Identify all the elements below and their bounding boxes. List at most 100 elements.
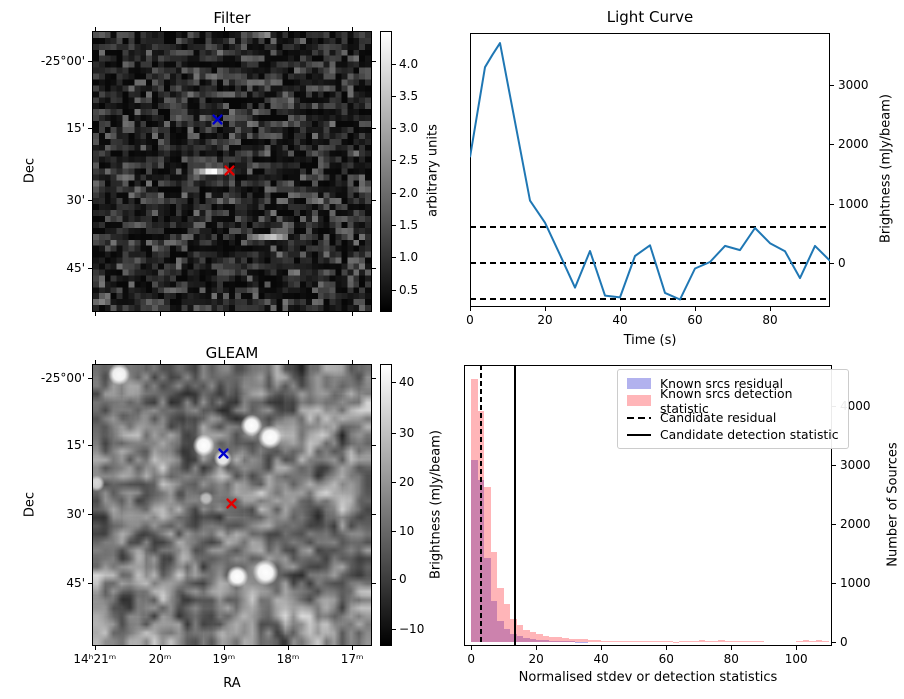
legend-line-sample [627,416,651,419]
time-tick-label: 20 [537,313,553,327]
detection-bar [796,640,803,642]
axis-tick [620,307,621,311]
threshold-line [470,262,830,265]
lightcurve-ylabel: Brightness (mJy/beam) [878,94,894,243]
axis-tick [94,646,96,650]
detection-bar [510,618,517,642]
detection-bar [614,640,621,642]
axis-tick [88,583,92,585]
ra-tick-label: 19ᵐ [212,652,236,666]
axis-tick [832,582,836,584]
detection-bar [523,629,530,642]
stat-tick-label: 40 [593,652,609,666]
axis-tick [288,646,289,650]
axis-tick [832,464,836,466]
detection-bar [581,639,589,642]
colorbar-tick-label: 10 [399,523,415,538]
threshold-line [470,297,830,300]
detection-bar [627,641,634,642]
colorbar-tick-label: 3.0 [399,120,419,135]
detection-bar [549,636,556,642]
axis-tick [94,27,96,31]
detection-bar [822,640,829,642]
axis-tick [392,289,396,291]
axis-tick [830,84,834,86]
legend-item: Candidate residual [627,409,839,426]
ra-tick-label: 17ᵐ [340,652,364,666]
axis-tick [160,360,162,364]
x-marker [226,498,237,509]
lightcurve-plot[interactable] [470,33,830,307]
filter-colorbar-label: arbitrary units [425,124,441,217]
detection-bar [601,640,608,642]
axis-tick [88,199,92,201]
axis-tick [223,646,225,650]
histogram-ylabel: Number of Sources [885,442,901,567]
axis-tick [471,646,473,650]
dec-tick-label: 15' [66,437,85,452]
dec-tick-label: 45' [66,261,85,276]
colorbar-tick-label: 4.0 [399,57,419,72]
legend-item: Known srcs detection statistic [627,386,839,416]
colorbar-tick-label: 1.0 [399,250,419,265]
residual-bar [516,635,524,642]
detection-bar [503,604,511,642]
axis-tick [160,646,162,650]
filter-colorbar [380,31,392,312]
colorbar-tick-label: 40 [399,375,415,390]
axis-tick [392,382,396,384]
detection-bar [490,552,498,642]
sources-tick-label: 0 [840,634,848,649]
time-tick-label: 80 [762,313,778,327]
histogram-xlabel: Normalised stdev or detection statistics [518,670,778,685]
lightcurve-line [470,42,830,301]
detection-bar [640,641,647,642]
detection-bar [516,625,524,642]
detection-bar [737,640,745,642]
axis-tick [601,646,603,650]
detection-bar [711,641,719,642]
axis-tick [372,199,376,201]
residual-bar [510,633,517,642]
axis-tick [94,360,96,364]
detection-bar [698,640,706,642]
dec-tick-label: 15' [66,120,85,135]
colorbar-tick-label: 30 [399,426,415,441]
axis-tick [392,433,396,435]
detection-bar [757,641,764,642]
axis-tick [832,523,836,525]
detection-bar [620,641,628,642]
detection-bar [718,640,725,642]
residual-bar [555,641,563,642]
stat-tick-label: 20 [528,652,544,666]
histogram-legend: Known srcs residual Known srcs detection … [617,369,849,449]
axis-tick [372,60,376,62]
ra-tick-label: 18ᵐ [276,652,300,666]
axis-tick [352,27,354,31]
axis-tick [392,64,396,66]
colorbar-tick-label: 1.5 [399,217,419,232]
detection-bar [555,637,563,642]
detection-bar [529,631,537,642]
detection-bar [607,640,615,642]
sources-tick-label: 2000 [840,516,871,531]
candidate-residual-line [480,365,483,646]
detection-bar [750,640,758,642]
legend-item: Candidate detection statistic [627,426,839,443]
axis-tick [88,444,92,446]
residual-bar [497,620,504,642]
gleam-colorbar [380,364,392,646]
axis-tick [666,646,668,650]
axis-tick [392,127,396,129]
x-marker [224,165,235,176]
colorbar-tick-label: 2.0 [399,185,419,200]
filter-ylabel: Dec [22,157,38,184]
colorbar-tick-label: 0.5 [399,282,419,297]
legend-label: Known srcs residual [660,376,784,391]
time-tick-label: 40 [612,313,628,327]
colorbar-tick-label: 2.5 [399,152,419,167]
axis-tick [223,27,225,31]
filter-image[interactable] [92,31,372,312]
time-tick-label: 60 [687,313,703,327]
detection-bar [562,637,569,642]
